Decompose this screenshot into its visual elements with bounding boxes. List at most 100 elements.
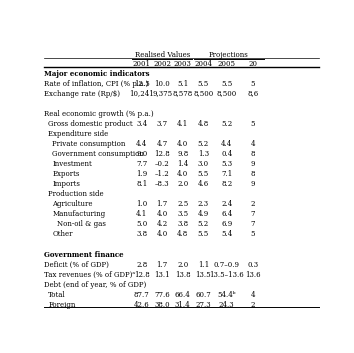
Text: 60.7: 60.7 [195,291,211,299]
Text: Investment: Investment [52,160,92,168]
Text: Expenditure side: Expenditure side [48,130,109,138]
Text: 27.3: 27.3 [195,301,211,309]
Text: Government consumption: Government consumption [52,150,144,158]
Text: 8,6: 8,6 [247,90,258,98]
Text: 8.2: 8.2 [221,180,232,188]
Text: 13.5–13.6: 13.5–13.6 [209,271,244,279]
Text: Major economic indicators: Major economic indicators [44,70,150,78]
Text: 2.3: 2.3 [198,200,209,208]
Text: 8,500: 8,500 [193,90,213,98]
Text: 3.5: 3.5 [177,210,188,219]
Text: 77.6: 77.6 [154,291,170,299]
Text: 4.4: 4.4 [136,140,147,148]
Text: 4.0: 4.0 [177,140,188,148]
Text: 4.6: 4.6 [198,180,209,188]
Text: 6.4: 6.4 [221,210,232,219]
Text: Imports: Imports [52,180,80,188]
Text: 2: 2 [251,301,255,309]
Text: 54.4ᵇ: 54.4ᵇ [217,291,236,299]
Text: 8: 8 [251,150,255,158]
Text: 13.1: 13.1 [154,271,170,279]
Text: 4.2: 4.2 [156,220,168,228]
Text: 7.7: 7.7 [136,160,147,168]
Text: 5.2: 5.2 [198,220,209,228]
Text: 3.4: 3.4 [136,120,147,128]
Text: 4.9: 4.9 [198,210,209,219]
Text: 13.5: 13.5 [195,271,211,279]
Text: 2.8: 2.8 [136,261,147,269]
Text: 1.0: 1.0 [136,200,147,208]
Text: 6.9: 6.9 [221,220,232,228]
Text: 10,241: 10,241 [129,90,154,98]
Text: 1.9: 1.9 [136,170,147,178]
Text: 2004: 2004 [194,60,212,68]
Text: 5.0: 5.0 [136,220,147,228]
Text: –0.2: –0.2 [155,160,170,168]
Text: 4.1: 4.1 [136,210,147,219]
Text: 5.5: 5.5 [198,231,209,239]
Text: Tax revenues (% of GDP)ᵃ: Tax revenues (% of GDP)ᵃ [44,271,135,279]
Text: 7: 7 [251,220,255,228]
Text: Rate of inflation, CPI (% p.a.): Rate of inflation, CPI (% p.a.) [44,79,149,88]
Text: 42.6: 42.6 [134,301,149,309]
Text: 10.0: 10.0 [154,79,170,88]
Text: 66.4: 66.4 [175,291,191,299]
Text: Non-oil & gas: Non-oil & gas [57,220,105,228]
Text: 5.5: 5.5 [198,170,209,178]
Text: 5.3: 5.3 [221,160,232,168]
Text: 4.1: 4.1 [177,120,188,128]
Text: 5.4: 5.4 [221,231,232,239]
Text: 5: 5 [251,120,255,128]
Text: 9: 9 [251,160,255,168]
Text: 3.0: 3.0 [198,160,209,168]
Text: 5.1: 5.1 [177,79,188,88]
Text: 2.4: 2.4 [221,200,232,208]
Text: 38.0: 38.0 [154,301,170,309]
Text: 4: 4 [251,291,255,299]
Text: 4.7: 4.7 [156,140,168,148]
Text: –1.2: –1.2 [155,170,170,178]
Text: Exports: Exports [52,170,80,178]
Text: 2.0: 2.0 [177,261,188,269]
Text: 9.8: 9.8 [177,150,188,158]
Text: 3.8: 3.8 [177,220,188,228]
Text: 8,578: 8,578 [173,90,193,98]
Text: Private consumption: Private consumption [52,140,126,148]
Text: 0.4: 0.4 [221,150,232,158]
Text: 4.0: 4.0 [156,210,168,219]
Text: 0.7–0.9: 0.7–0.9 [214,261,240,269]
Text: Gross domestic product: Gross domestic product [48,120,133,128]
Text: 7.1: 7.1 [221,170,232,178]
Text: 3.8: 3.8 [136,231,147,239]
Text: Total: Total [48,291,66,299]
Text: 5.2: 5.2 [198,140,209,148]
Text: 9: 9 [251,180,255,188]
Text: 2005: 2005 [218,60,236,68]
Text: 31.4: 31.4 [175,301,190,309]
Text: 1.1: 1.1 [198,261,209,269]
Text: 5.5: 5.5 [198,79,209,88]
Text: 9.0: 9.0 [136,150,147,158]
Text: 1.3: 1.3 [198,150,209,158]
Text: 7: 7 [251,210,255,219]
Text: 5: 5 [251,79,255,88]
Text: 1.7: 1.7 [156,261,168,269]
Text: Foreign: Foreign [48,301,76,309]
Text: 2.5: 2.5 [177,200,188,208]
Text: 4.8: 4.8 [177,231,188,239]
Text: 2001: 2001 [133,60,151,68]
Text: 12.8: 12.8 [134,271,149,279]
Text: 1.7: 1.7 [156,200,168,208]
Text: 4.4: 4.4 [221,140,232,148]
Text: Other: Other [52,231,73,239]
Text: 5.2: 5.2 [221,120,232,128]
Text: 2: 2 [251,200,255,208]
Text: 12.8: 12.8 [154,150,170,158]
Text: Agriculture: Agriculture [52,200,93,208]
Text: 3.7: 3.7 [157,120,168,128]
Text: Government finance: Government finance [44,251,124,258]
Text: Realised Values: Realised Values [135,50,190,59]
Text: 0.3: 0.3 [247,261,258,269]
Text: 5.5: 5.5 [221,79,232,88]
Text: 2002: 2002 [153,60,171,68]
